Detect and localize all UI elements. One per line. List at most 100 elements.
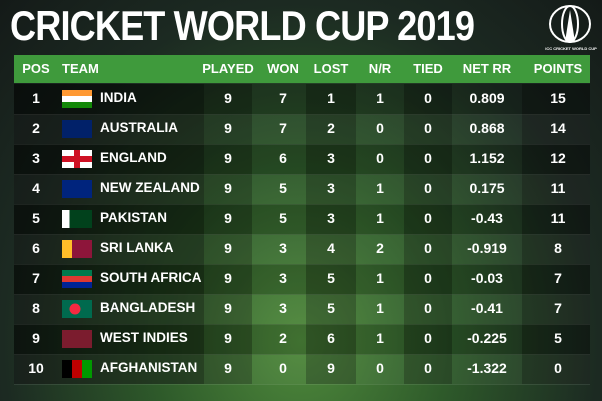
table-cell: 7 — [32, 270, 40, 286]
table-cell: 4 — [32, 180, 40, 196]
column-header: N/R — [368, 61, 392, 76]
team-name: WEST INDIES — [100, 330, 188, 345]
team-name: BANGLADESH — [100, 300, 196, 315]
table-cell: -0.03 — [471, 270, 503, 286]
team-name: ENGLAND — [100, 150, 167, 165]
table-cell: 9 — [224, 240, 232, 256]
logo-text: ICC CRICKET WORLD CUP — [545, 46, 597, 51]
table-cell: 1 — [376, 210, 384, 226]
table-cell: 9 — [224, 360, 232, 376]
flag — [62, 90, 92, 108]
table-cell: 15 — [550, 90, 566, 106]
team-name: AFGHANISTAN — [100, 360, 198, 375]
table-cell: 9 — [224, 210, 232, 226]
team-name: INDIA — [100, 90, 137, 105]
table-cell: -1.322 — [467, 360, 507, 376]
table-cell: -0.41 — [471, 300, 503, 316]
table-cell: 0 — [376, 360, 384, 376]
table-cell: 7 — [554, 270, 562, 286]
row-band — [14, 144, 590, 175]
table-cell: 3 — [279, 270, 287, 286]
row-band — [14, 294, 590, 325]
team-name: PAKISTAN — [100, 210, 167, 225]
table-cell: 3 — [279, 240, 287, 256]
table-cell: 0 — [424, 180, 432, 196]
column-header: TEAM — [62, 61, 99, 76]
team-name: AUSTRALIA — [100, 120, 178, 135]
table-cell: 4 — [327, 240, 335, 256]
table-cell: 2 — [327, 120, 335, 136]
flag — [62, 120, 92, 138]
row-band — [14, 114, 590, 145]
table-cell: 2 — [32, 120, 40, 136]
table-cell: 14 — [550, 120, 566, 136]
table-cell: 0 — [424, 120, 432, 136]
table-cell: 0.868 — [469, 120, 505, 136]
table-cell: 0 — [279, 360, 287, 376]
column-header: LOST — [313, 61, 349, 76]
table-cell: 1.152 — [469, 150, 505, 166]
column-header: PLAYED — [202, 61, 254, 76]
table-cell: 0 — [424, 90, 432, 106]
table-cell: 5 — [327, 270, 335, 286]
flag — [62, 150, 92, 168]
table-cell: 5 — [32, 210, 40, 226]
table-cell: 0 — [424, 210, 432, 226]
table-cell: 6 — [327, 330, 335, 346]
row-band — [14, 174, 590, 205]
row-band — [14, 264, 590, 295]
table-cell: 1 — [376, 300, 384, 316]
flag — [62, 300, 92, 318]
table-cell: 1 — [327, 90, 335, 106]
table-cell: 0 — [424, 330, 432, 346]
table-cell: 1 — [376, 270, 384, 286]
logo — [549, 5, 591, 43]
table-cell: 8 — [554, 240, 562, 256]
table-cell: 9 — [224, 270, 232, 286]
table-cell: 9 — [224, 300, 232, 316]
table-cell: 0.809 — [469, 90, 505, 106]
table-cell: 9 — [224, 330, 232, 346]
table-cell: -0.919 — [467, 240, 507, 256]
table-cell: 3 — [32, 150, 40, 166]
table-cell: 1 — [376, 330, 384, 346]
table-cell: 1 — [376, 180, 384, 196]
table-cell: 5 — [279, 180, 287, 196]
column-band — [204, 84, 252, 384]
table-cell: 2 — [376, 240, 384, 256]
column-header: POS — [22, 61, 50, 76]
table-cell: 11 — [550, 210, 566, 226]
table-cell: -0.225 — [467, 330, 507, 346]
title: CRICKET WORLD CUP 2019 — [10, 2, 475, 49]
column-band — [522, 84, 590, 384]
table-cell: 0 — [424, 150, 432, 166]
row-band — [14, 324, 590, 355]
table-cell: 9 — [327, 360, 335, 376]
table-cell: 9 — [224, 180, 232, 196]
table-cell: 1 — [376, 90, 384, 106]
flag — [62, 330, 92, 348]
column-header: WON — [267, 61, 299, 76]
table-cell: 3 — [327, 210, 335, 226]
table-cell: 3 — [279, 300, 287, 316]
table-cell: 8 — [32, 300, 40, 316]
row-band — [14, 234, 590, 265]
table-cell: 9 — [32, 330, 40, 346]
team-name: SOUTH AFRICA — [100, 270, 202, 285]
table-cell: 7 — [279, 120, 287, 136]
table-cell: -0.43 — [471, 210, 503, 226]
table-cell: 0 — [554, 360, 562, 376]
column-band — [404, 84, 452, 384]
column-header: TIED — [413, 61, 443, 76]
table-cell: 3 — [327, 180, 335, 196]
table-cell: 1 — [32, 90, 40, 106]
column-band — [14, 84, 204, 384]
flag — [62, 360, 92, 378]
table-cell: 0 — [424, 360, 432, 376]
team-name: SRI LANKA — [100, 240, 174, 255]
column-band — [306, 84, 356, 384]
table-cell: 0 — [424, 240, 432, 256]
table-cell: 5 — [554, 330, 562, 346]
table-cell: 10 — [28, 360, 44, 376]
table-cell: 9 — [224, 120, 232, 136]
